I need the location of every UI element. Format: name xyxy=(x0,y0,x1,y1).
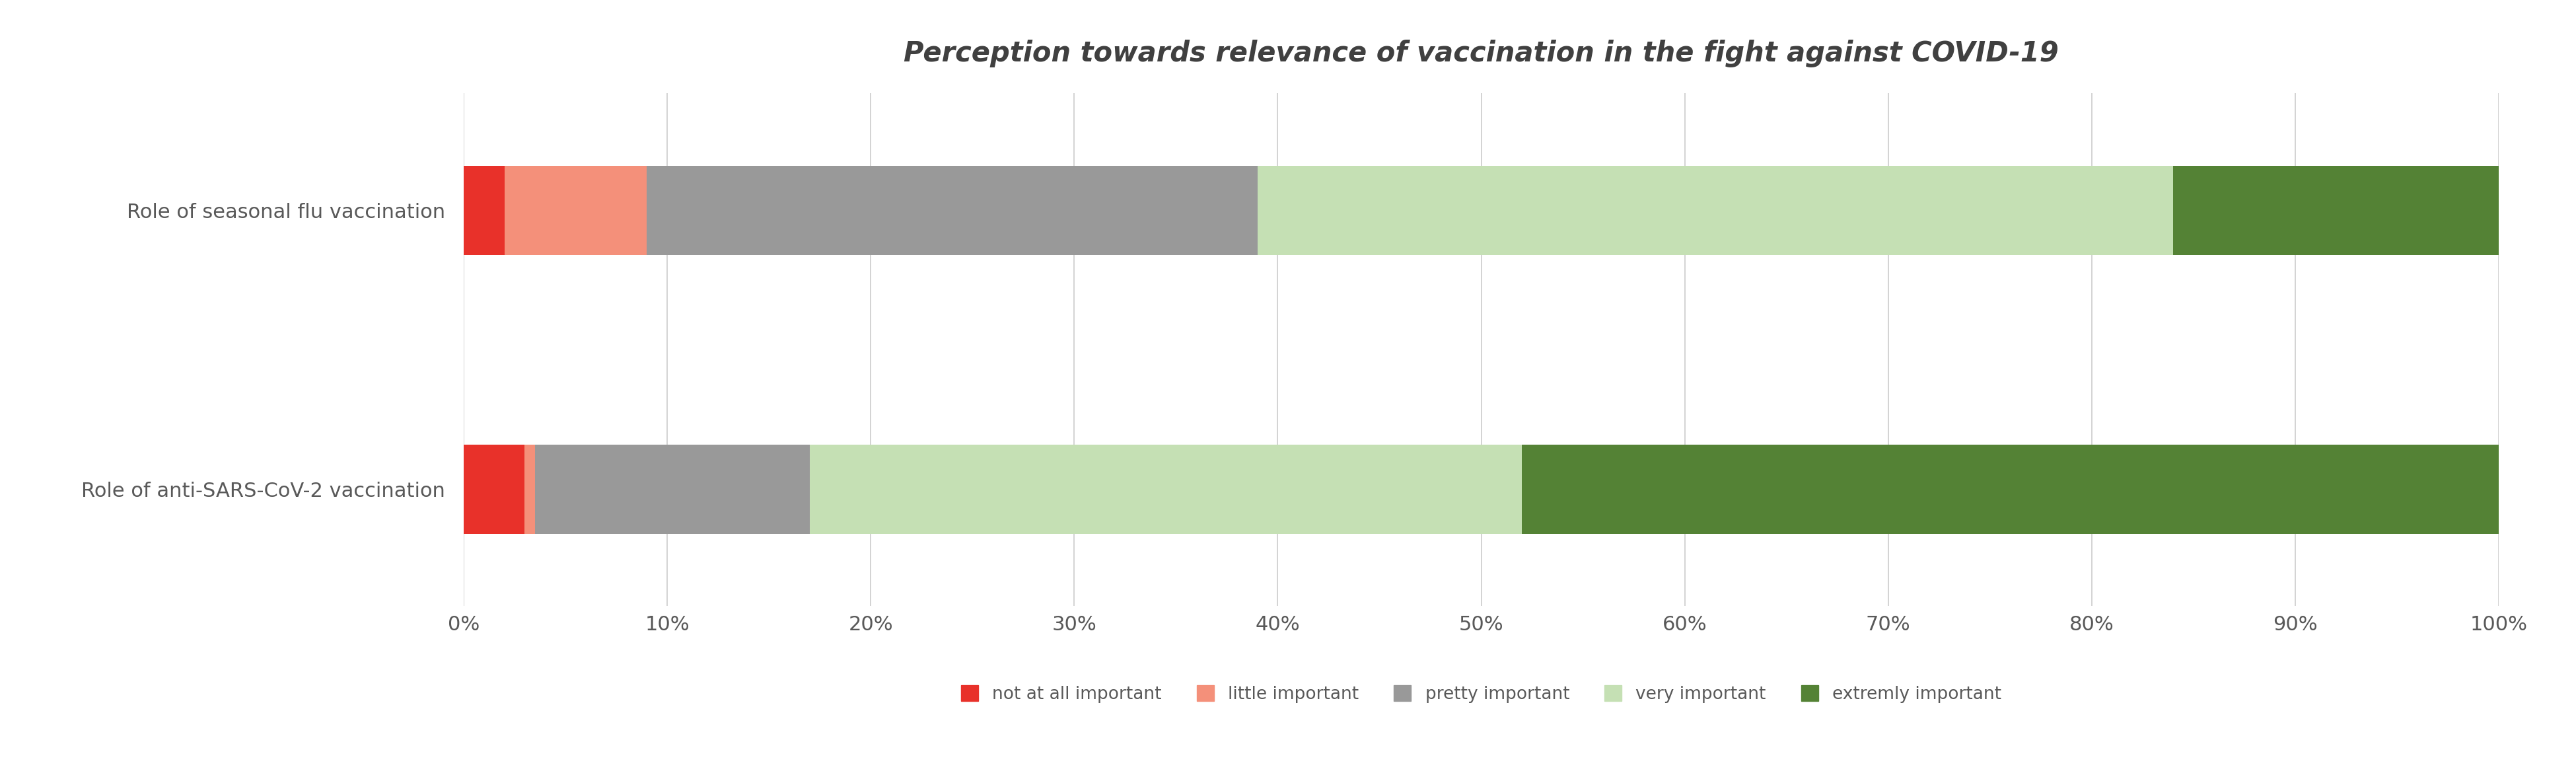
Bar xyxy=(809,444,1522,534)
Bar xyxy=(526,444,536,534)
Bar xyxy=(647,166,1257,255)
Bar xyxy=(536,444,809,534)
Bar xyxy=(464,444,526,534)
Bar xyxy=(464,166,505,255)
Legend: not at all important, little important, pretty important, very important, extrem: not at all important, little important, … xyxy=(953,678,2009,710)
Bar xyxy=(2174,166,2499,255)
Bar xyxy=(1522,444,2499,534)
Title: Perception towards relevance of vaccination in the fight against COVID-19: Perception towards relevance of vaccinat… xyxy=(904,40,2058,67)
Bar xyxy=(505,166,647,255)
Bar xyxy=(1257,166,2174,255)
